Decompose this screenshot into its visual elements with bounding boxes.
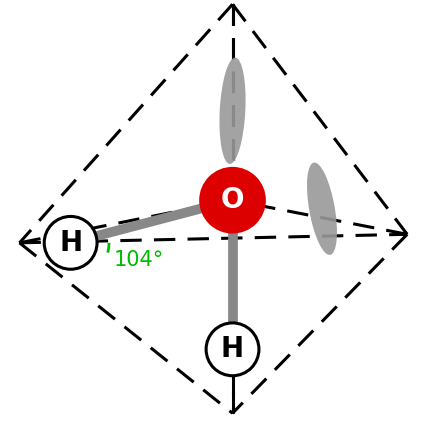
Text: H: H <box>221 335 244 363</box>
Text: H: H <box>59 229 82 257</box>
Circle shape <box>201 168 264 232</box>
Text: 104°: 104° <box>114 250 164 270</box>
Text: O: O <box>221 186 244 214</box>
Circle shape <box>206 323 259 376</box>
Ellipse shape <box>307 163 337 255</box>
Ellipse shape <box>220 58 246 164</box>
Circle shape <box>44 216 97 269</box>
